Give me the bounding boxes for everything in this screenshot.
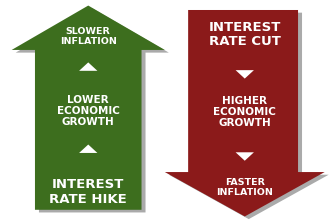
Text: INTEREST
RATE CUT: INTEREST RATE CUT: [208, 21, 281, 48]
Polygon shape: [12, 6, 165, 210]
Text: FASTER
INFLATION: FASTER INFLATION: [216, 178, 273, 197]
Polygon shape: [236, 152, 254, 161]
Polygon shape: [169, 13, 329, 219]
Polygon shape: [236, 70, 254, 79]
Polygon shape: [79, 62, 98, 71]
Text: HIGHER
ECONOMIC
GROWTH: HIGHER ECONOMIC GROWTH: [213, 96, 276, 128]
Text: SLOWER
INFLATION: SLOWER INFLATION: [60, 27, 117, 46]
Polygon shape: [16, 8, 169, 212]
Polygon shape: [79, 145, 98, 153]
Text: INTEREST
RATE HIKE: INTEREST RATE HIKE: [49, 178, 127, 206]
Polygon shape: [165, 10, 325, 216]
Text: LOWER
ECONOMIC
GROWTH: LOWER ECONOMIC GROWTH: [57, 95, 120, 127]
